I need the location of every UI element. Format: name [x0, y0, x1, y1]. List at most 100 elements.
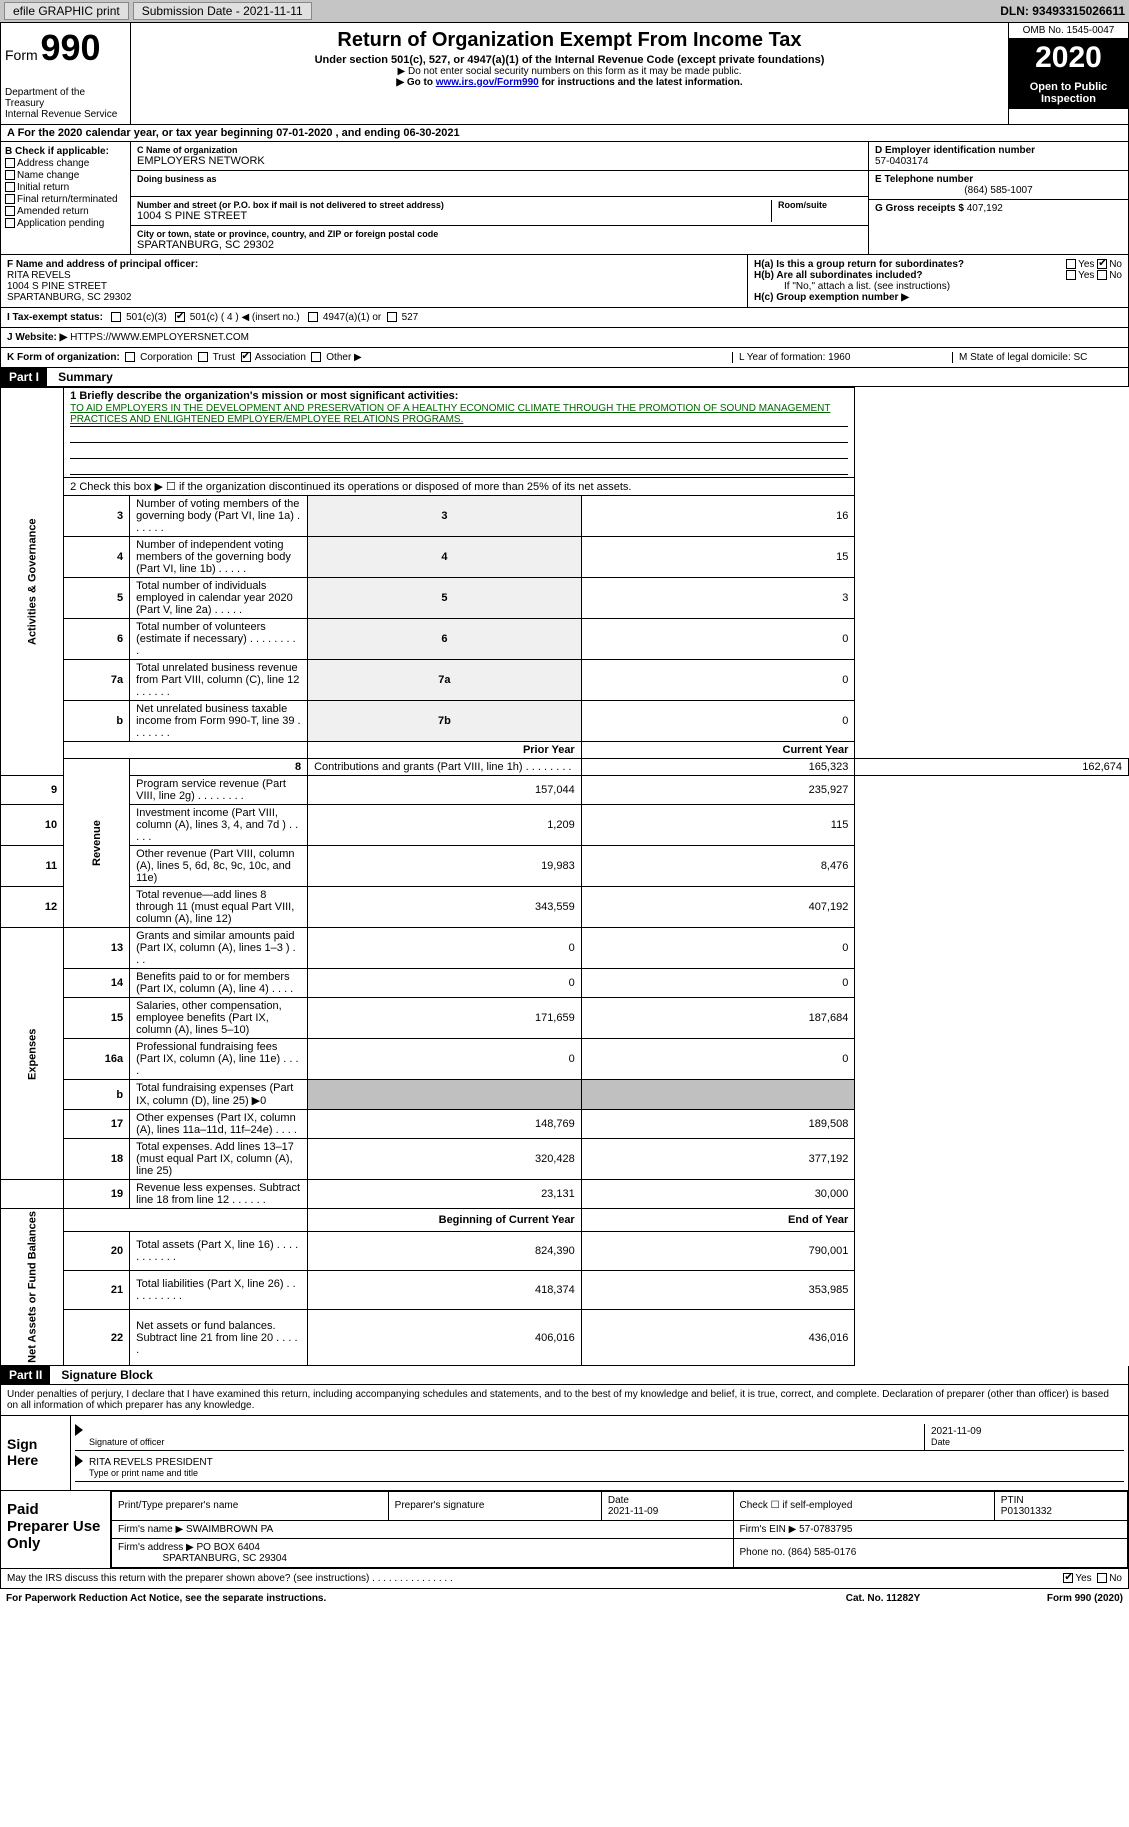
discuss-yes[interactable]: Yes — [1075, 1573, 1091, 1584]
box-f-label: F Name and address of principal officer: — [7, 259, 198, 270]
efile-button[interactable]: efile GRAPHIC print — [4, 2, 129, 20]
row-k-label: K Form of organization: — [7, 352, 120, 363]
vtab-governance: Activities & Governance — [1, 388, 64, 776]
form-note2: ▶ Go to www.irs.gov/Form990 for instruct… — [135, 77, 1004, 88]
row-j: J Website: ▶ HTTPS://WWW.EMPLOYERSNET.CO… — [1, 327, 1128, 347]
check-initial[interactable]: Initial return — [5, 182, 126, 193]
phone-label: E Telephone number — [875, 174, 973, 185]
firm-addr1: PO BOX 6404 — [197, 1542, 260, 1553]
form-ref: Form 990 (2020) — [973, 1593, 1123, 1604]
4947a1[interactable]: 4947(a)(1) or — [323, 312, 381, 323]
exp-row: bTotal fundraising expenses (Part IX, co… — [1, 1080, 1129, 1110]
irs-link[interactable]: www.irs.gov/Form990 — [436, 77, 539, 88]
exp-row: 16aProfessional fundraising fees (Part I… — [1, 1039, 1129, 1080]
sign-block: Sign Here Signature of officer 2021-11-0… — [0, 1416, 1129, 1491]
room-label: Room/suite — [778, 200, 862, 210]
hb-yes[interactable]: Yes — [1078, 270, 1094, 281]
phone-value: (864) 585-1007 — [875, 185, 1122, 196]
street-value: 1004 S PINE STREET — [137, 210, 771, 222]
form-label: Form — [5, 47, 38, 63]
501c[interactable]: 501(c) ( 4 ) ◀ (insert no.) — [190, 312, 300, 323]
officer-printed: RITA REVELS PRESIDENT — [89, 1457, 213, 1468]
firm-addr-label: Firm's address ▶ — [118, 1542, 194, 1553]
part1-header: Part I Summary — [0, 368, 1129, 387]
col-end: End of Year — [581, 1209, 855, 1232]
gross-value: 407,192 — [967, 203, 1003, 214]
prep-phone-label: Phone no. — [740, 1547, 786, 1558]
exp-row: 19Revenue less expenses. Subtract line 1… — [1, 1180, 1129, 1209]
box-b-label: B Check if applicable: — [5, 146, 109, 157]
501c3[interactable]: 501(c)(3) — [126, 312, 167, 323]
gov-row: 4Number of independent voting members of… — [1, 537, 1129, 578]
vtab-revenue: Revenue — [64, 759, 130, 928]
omb-label: OMB No. 1545-0047 — [1009, 23, 1128, 39]
gov-row: 3Number of voting members of the governi… — [1, 496, 1129, 537]
ha-yes[interactable]: Yes — [1078, 259, 1094, 270]
ptin-label: PTIN — [1001, 1495, 1024, 1506]
line-a: A For the 2020 calendar year, or tax yea… — [0, 125, 1129, 142]
mission-label: 1 Briefly describe the organization's mi… — [70, 390, 458, 402]
arrow-icon — [75, 1424, 83, 1436]
preparer-label: Paid Preparer Use Only — [1, 1491, 111, 1568]
ptin-value: P01301332 — [1001, 1506, 1052, 1517]
sig-date: 2021-11-09 — [931, 1426, 981, 1437]
box-h: H(a) Is this a group return for subordin… — [748, 255, 1128, 307]
row-m: M State of legal domicile: SC — [952, 352, 1122, 363]
rev-row: 9Program service revenue (Part VIII, lin… — [1, 776, 1129, 805]
mission-text: TO AID EMPLOYERS IN THE DEVELOPMENT AND … — [70, 402, 848, 427]
check-amended[interactable]: Amended return — [5, 206, 126, 217]
open-inspection-label: Open to Public Inspection — [1009, 77, 1128, 109]
ha-no[interactable]: No — [1109, 259, 1122, 270]
dba-label: Doing business as — [137, 174, 862, 184]
col-current: Current Year — [581, 742, 855, 759]
line-a-text: A For the 2020 calendar year, or tax yea… — [7, 127, 460, 139]
k-other[interactable]: Other ▶ — [326, 352, 361, 363]
hb-label: H(b) Are all subordinates included? — [754, 270, 923, 281]
check-final[interactable]: Final return/terminated — [5, 194, 126, 205]
discuss-no[interactable]: No — [1109, 1573, 1122, 1584]
box-c: C Name of organization EMPLOYERS NETWORK… — [131, 142, 868, 254]
k-corp[interactable]: Corporation — [140, 352, 192, 363]
dept-label: Department of the Treasury Internal Reve… — [5, 87, 126, 120]
form-subtitle: Under section 501(c), 527, or 4947(a)(1)… — [135, 54, 1004, 66]
header-right: OMB No. 1545-0047 2020 Open to Public In… — [1008, 23, 1128, 124]
city-value: SPARTANBURG, SC 29302 — [137, 239, 862, 251]
prep-date-label: Date — [608, 1495, 629, 1506]
hb-no[interactable]: No — [1109, 270, 1122, 281]
prep-date: 2021-11-09 — [608, 1506, 658, 1517]
exp-row: 15Salaries, other compensation, employee… — [1, 998, 1129, 1039]
part2-header: Part II Signature Block — [0, 1366, 1129, 1385]
check-address[interactable]: Address change — [5, 158, 126, 169]
527[interactable]: 527 — [402, 312, 419, 323]
firm-ein-label: Firm's EIN ▶ — [740, 1524, 797, 1535]
tax-year: 2020 — [1009, 39, 1128, 77]
k-assoc[interactable]: Association — [255, 352, 306, 363]
part2-title: Signature Block — [53, 1366, 160, 1384]
net-row: 22Net assets or fund balances. Subtract … — [1, 1310, 1129, 1365]
note2-pre: ▶ Go to — [396, 77, 435, 88]
check-name[interactable]: Name change — [5, 170, 126, 181]
rev-row: 11Other revenue (Part VIII, column (A), … — [1, 846, 1129, 887]
firm-addr2: SPARTANBURG, SC 29304 — [162, 1553, 287, 1564]
part2-head: Part II — [1, 1366, 50, 1384]
prep-phone: (864) 585-0176 — [788, 1547, 856, 1558]
officer-city: SPARTANBURG, SC 29302 — [7, 292, 132, 303]
gov-row: 7aTotal unrelated business revenue from … — [1, 660, 1129, 701]
website-value[interactable]: HTTPS://WWW.EMPLOYERSNET.COM — [70, 332, 249, 343]
box-f-h: F Name and address of principal officer:… — [0, 255, 1129, 368]
hc-label: H(c) Group exemption number ▶ — [754, 292, 909, 303]
prep-self-label[interactable]: Check ☐ if self-employed — [733, 1491, 994, 1520]
k-trust[interactable]: Trust — [213, 352, 235, 363]
form-header: Form 990 Department of the Treasury Inte… — [0, 23, 1129, 125]
check-pending[interactable]: Application pending — [5, 218, 126, 229]
rev-row: 10Investment income (Part VIII, column (… — [1, 805, 1129, 846]
prep-sig-label: Preparer's signature — [388, 1491, 601, 1520]
q2: 2 Check this box ▶ ☐ if the organization… — [64, 478, 855, 496]
part1-title: Summary — [50, 368, 121, 386]
rev-row: 12Total revenue—add lines 8 through 11 (… — [1, 887, 1129, 928]
submission-date-button[interactable]: Submission Date - 2021-11-11 — [133, 2, 312, 20]
website-label: J Website: ▶ — [7, 332, 67, 343]
city-label: City or town, state or province, country… — [137, 229, 862, 239]
row-i: I Tax-exempt status: 501(c)(3) 501(c) ( … — [1, 307, 1128, 327]
row-l: L Year of formation: 1960 — [732, 352, 952, 363]
